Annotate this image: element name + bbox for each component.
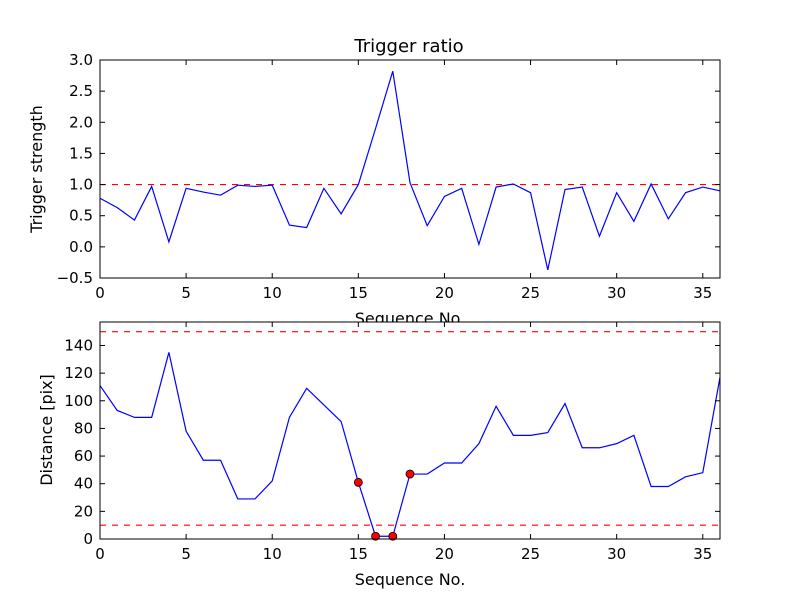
bottom-x-tick-label-1: 5 <box>181 545 191 563</box>
bottom-highlight-point-0 <box>353 477 363 487</box>
bottom-x-tick-label-5: 25 <box>521 545 540 563</box>
top-y-tick-label-0: −0.5 <box>57 269 93 287</box>
top-x-axis: 0 5 10 15 20 25 30 35 <box>95 60 712 302</box>
bottom-y-tick-label-1: 20 <box>74 502 93 520</box>
bottom-x-axis: 0 5 10 15 20 25 30 35 <box>95 322 712 563</box>
bottom-y-axis-label: Distance [pix] <box>37 374 56 486</box>
bottom-y-tick-label-4: 80 <box>74 419 93 437</box>
top-y-tick-label-5: 2.0 <box>69 113 93 131</box>
bottom-x-tick-label-3: 15 <box>349 545 368 563</box>
top-x-tick-label-4: 20 <box>435 284 454 302</box>
top-y-tick-label-7: 3.0 <box>69 51 93 69</box>
top-plot-frame <box>99 59 721 279</box>
bottom-highlight-point-1 <box>371 531 380 541</box>
bottom-y-tick-label-7: 140 <box>64 336 93 354</box>
bottom-x-axis-label: Sequence No. <box>355 570 466 589</box>
top-chart-title: Trigger ratio <box>353 36 463 57</box>
top-y-tick-label-2: 0.5 <box>69 207 93 225</box>
top-x-tick-label-1: 5 <box>181 284 191 302</box>
top-series-line-0 <box>99 71 721 271</box>
top-y-tick-label-4: 1.5 <box>69 144 93 162</box>
bottom-x-tick-label-7: 35 <box>693 545 712 563</box>
bottom-highlight-point-3 <box>405 469 415 479</box>
bottom-plot-background <box>100 322 720 539</box>
bottom-y-tick-label-2: 40 <box>74 475 93 493</box>
top-y-tick-label-6: 2.5 <box>69 82 93 100</box>
bottom-highlight-points <box>353 469 415 541</box>
bottom-y-tick-label-6: 120 <box>64 364 93 382</box>
bottom-plot-frame <box>99 321 721 540</box>
top-x-tick-label-0: 0 <box>95 284 105 302</box>
bottom-y-tick-label-3: 60 <box>74 447 93 465</box>
bottom-x-tick-label-6: 30 <box>607 545 626 563</box>
bottom-y-tick-label-5: 100 <box>64 392 93 410</box>
bottom-highlight-point-2 <box>388 531 398 541</box>
bottom-x-tick-label-0: 0 <box>95 545 105 563</box>
top-x-tick-label-5: 25 <box>521 284 540 302</box>
top-y-tick-label-3: 1.0 <box>69 176 93 194</box>
bottom-reference-lines <box>100 331 720 526</box>
top-y-axis-label: Trigger strength <box>27 105 46 234</box>
bottom-x-tick-label-2: 10 <box>263 545 282 563</box>
bottom-x-tick-label-4: 20 <box>435 545 454 563</box>
top-y-tick-label-1: 0.0 <box>69 238 93 256</box>
top-x-tick-label-3: 15 <box>349 284 368 302</box>
top-x-tick-label-7: 35 <box>693 284 712 302</box>
bottom-y-tick-label-0: 0 <box>83 530 93 548</box>
bottom-y-axis: 0 20 40 60 80 100 120 140 <box>64 336 720 548</box>
top-y-axis: −0.5 0.0 0.5 1.0 1.5 2.0 2.5 3.0 <box>57 51 720 287</box>
bottom-chart: 0 5 10 15 20 25 30 35 0 20 40 60 80 100 120 140 Sequen… <box>37 321 721 589</box>
top-x-tick-label-6: 30 <box>607 284 626 302</box>
top-series-group <box>99 71 721 271</box>
top-x-tick-label-2: 10 <box>263 284 282 302</box>
